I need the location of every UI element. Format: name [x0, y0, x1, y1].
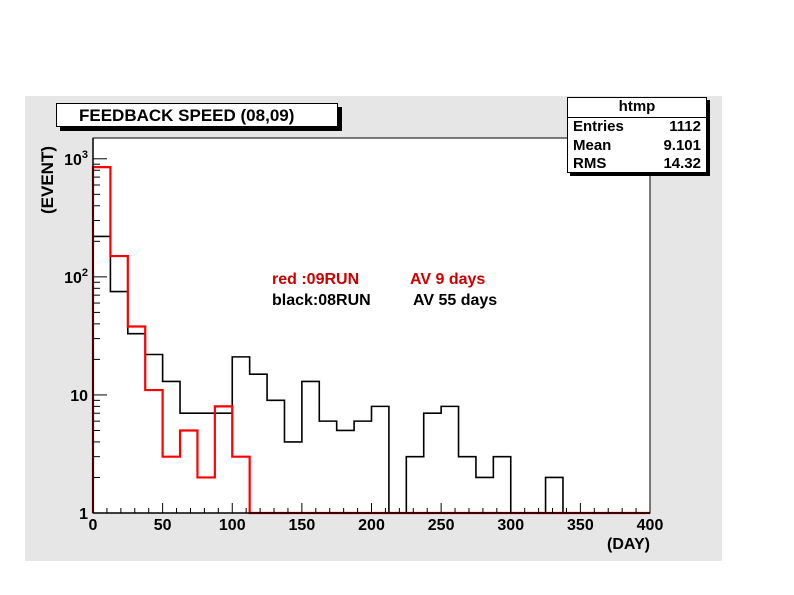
stats-label: RMS: [573, 155, 607, 172]
x-axis-label: (DAY): [607, 536, 650, 553]
chart-title-box: FEEDBACK SPEED (08,09): [56, 103, 338, 127]
x-tick-label: 250: [428, 517, 455, 534]
y-tick-label: 10: [70, 388, 88, 405]
legend-black-value: AV 55 days: [413, 292, 498, 309]
legend-black: black:08RUN AV 55 days: [272, 292, 497, 310]
x-tick-label: 100: [219, 517, 246, 534]
stats-value: 9.101: [663, 136, 701, 154]
x-tick-label: 400: [637, 517, 664, 534]
stats-value: 14.32: [663, 155, 701, 172]
stats-label: Entries: [573, 118, 624, 135]
y-tick-label: 1: [79, 506, 88, 523]
stats-value: 1112: [669, 118, 701, 135]
legend-red: red :09RUN AV 9 days: [272, 271, 485, 289]
y-tick-label: 103: [64, 149, 88, 169]
stats-row-entries: Entries 1112: [568, 118, 706, 137]
chart-title: FEEDBACK SPEED (08,09): [79, 106, 295, 125]
stats-label: Mean: [573, 136, 612, 154]
legend-black-label: black:08RUN: [272, 292, 371, 309]
legend-red-label: red :09RUN: [272, 271, 360, 288]
plot-area: [93, 138, 650, 513]
stats-row-rms: RMS 14.32: [568, 155, 706, 174]
x-tick-label: 350: [567, 517, 594, 534]
legend-red-value: AV 9 days: [410, 271, 486, 288]
stats-row-mean: Mean 9.101: [568, 137, 706, 156]
x-tick-label: 300: [497, 517, 524, 534]
x-tick-label: 0: [89, 517, 98, 534]
x-tick-label: 50: [154, 517, 172, 534]
y-tick-label: 102: [64, 267, 88, 287]
x-tick-label: 150: [289, 517, 316, 534]
x-tick-label: 200: [358, 517, 385, 534]
y-axis-label: (EVENT): [38, 146, 57, 214]
stats-name: htmp: [568, 98, 706, 118]
stats-box: htmp Entries 1112 Mean 9.101 RMS 14.32: [567, 97, 707, 173]
